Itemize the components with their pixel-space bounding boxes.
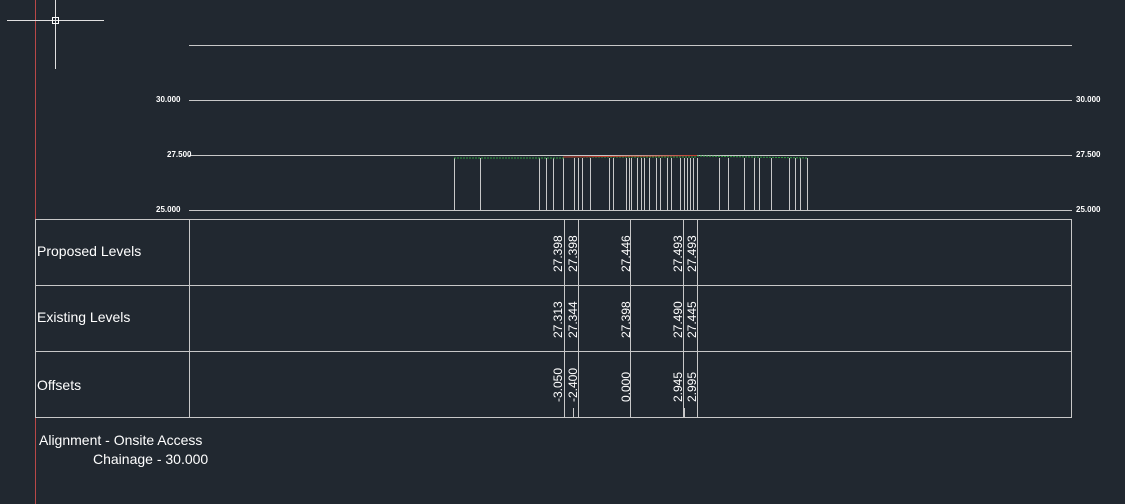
row-label-proposed-levels: Proposed Levels — [37, 243, 142, 259]
axis-label-left-30: 30.000 — [156, 95, 181, 104]
table-cell-value: 27.446 — [619, 235, 633, 272]
axis-label-right-30: 30.000 — [1076, 95, 1101, 104]
table-cell-value: 27.490 — [671, 301, 685, 338]
table-cell-value: -2.400 — [566, 367, 580, 402]
table-cell-value: 27.313 — [551, 301, 565, 338]
crosshair-cursor — [7, 0, 104, 69]
table-cell-value: 27.493 — [685, 235, 699, 272]
existing-ground-line — [696, 155, 809, 159]
table-cell-value: 27.398 — [566, 235, 580, 272]
table-cell-value: 27.398 — [551, 235, 565, 272]
axis-label-right-25: 25.000 — [1076, 205, 1101, 214]
row-label-existing-levels: Existing Levels — [37, 309, 131, 325]
table-cell-value: 27.445 — [685, 301, 699, 338]
axis-label-left-27-5: 27.500 — [167, 150, 192, 159]
proposed-level-line — [562, 155, 698, 158]
table-cell-value: -3.050 — [551, 367, 565, 402]
table-cell-value: 2.995 — [685, 371, 699, 402]
table-cell-value: 27.344 — [566, 301, 580, 338]
axis-label-right-27-5: 27.500 — [1076, 150, 1101, 159]
table-cell-value: 27.398 — [619, 301, 633, 338]
cross-section-profile — [454, 155, 809, 210]
table-cell-value: 2.945 — [671, 371, 685, 402]
table-cell-value: 27.493 — [671, 235, 685, 272]
data-table-grid — [35, 219, 1072, 418]
table-cell-value: 0.000 — [619, 371, 633, 402]
axis-label-left-25: 25.000 — [156, 205, 181, 214]
chainage-label: Chainage - 30.000 — [93, 451, 209, 467]
alignment-label: Alignment - Onsite Access — [39, 432, 203, 448]
row-label-offsets: Offsets — [37, 377, 82, 393]
